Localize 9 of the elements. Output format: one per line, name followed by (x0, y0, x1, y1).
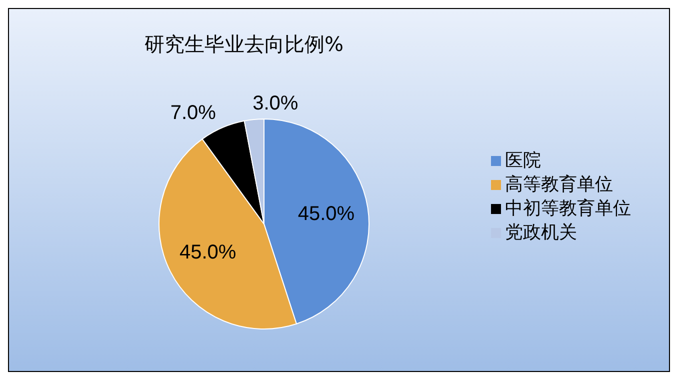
data-label: 3.0% (252, 92, 298, 115)
legend-label: 医院 (505, 150, 541, 171)
legend-label: 中初等教育单位 (505, 198, 631, 219)
data-label: 7.0% (170, 102, 216, 124)
data-label: 45.0% (298, 203, 355, 226)
legend-label: 高等教育单位 (505, 174, 613, 195)
legend-label: 党政机关 (505, 222, 577, 243)
data-label: 45.0% (180, 242, 236, 264)
chart-title: 研究生毕业去向比例% (143, 31, 344, 58)
